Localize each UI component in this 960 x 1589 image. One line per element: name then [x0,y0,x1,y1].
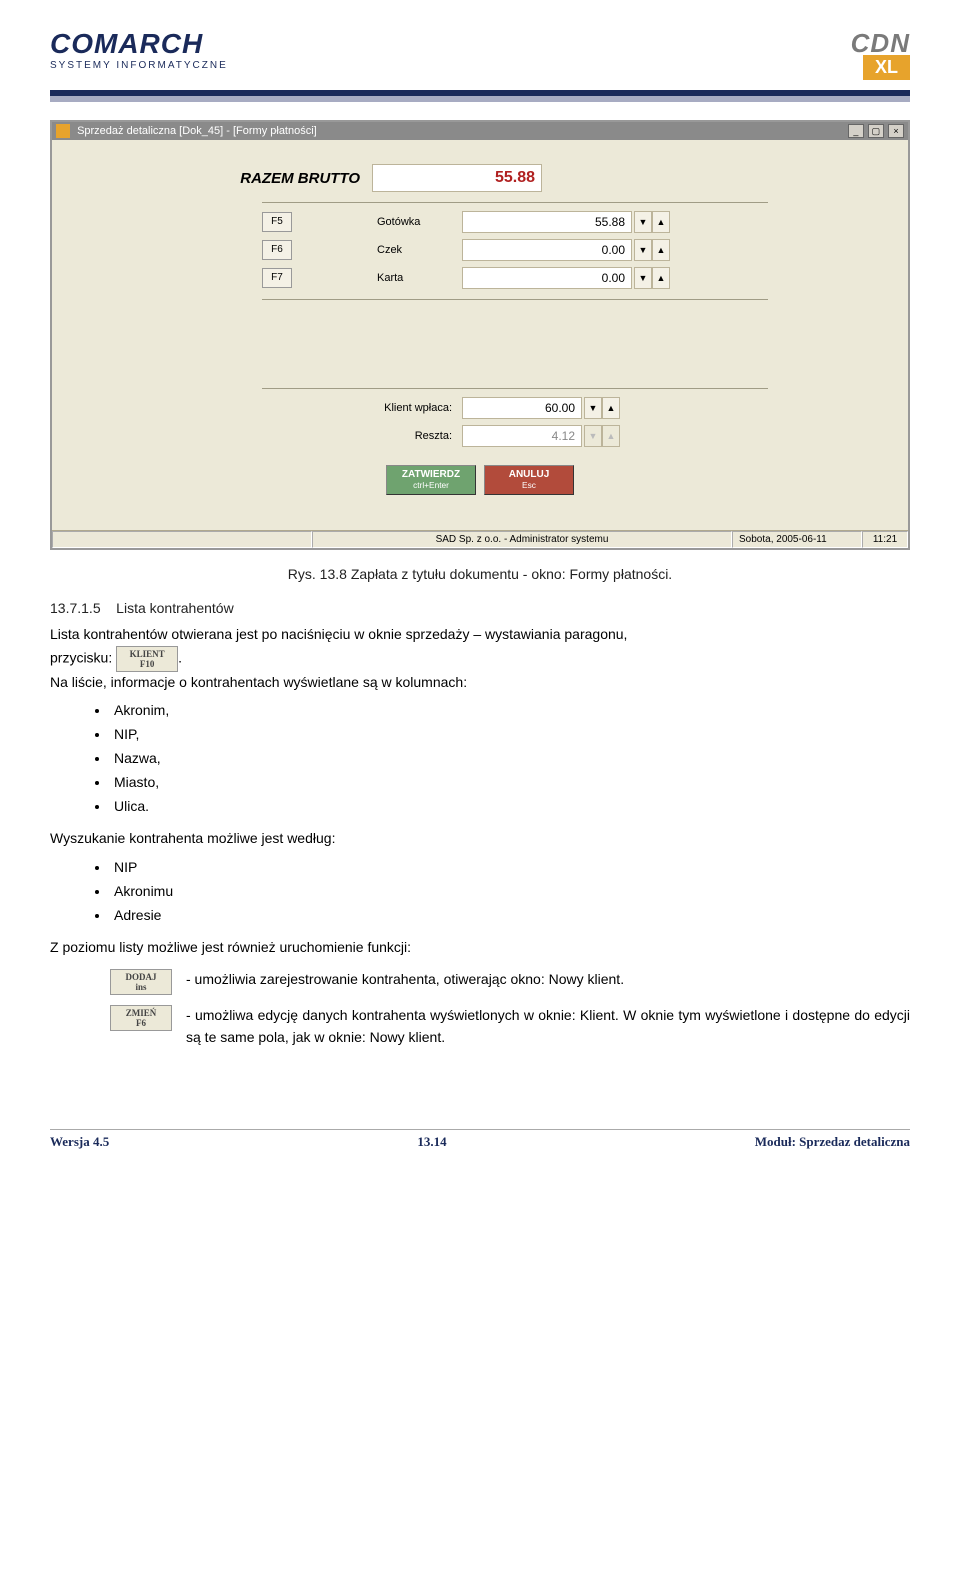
czek-label: Czek [377,244,462,256]
list-item: Ulica. [110,795,910,819]
para-1b: przycisku: KLIENT F10 . [50,646,910,672]
footer-module: Moduł: Sprzedaz detaliczna [755,1134,910,1150]
gotowka-spinner[interactable]: ▼▲ [634,211,670,233]
comarch-tagline: SYSTEMY INFORMATYCZNE [50,60,228,71]
window-title: Sprzedaż detaliczna [Dok_45] - [Formy pł… [77,125,317,137]
klient-wplaca-label: Klient wpłaca: [262,402,462,414]
comarch-name: COMARCH [50,28,228,60]
app-window: Sprzedaż detaliczna [Dok_45] - [Formy pł… [50,120,910,550]
list-item: Nazwa, [110,747,910,771]
section-number: 13.7.1.5 [50,600,101,616]
list-item: Akronim, [110,699,910,723]
zmien-line1: ZMIEŃ [126,1008,157,1018]
minimize-button[interactable]: _ [848,124,864,138]
list-item: NIP, [110,723,910,747]
reszta-spinner: ▼▲ [584,425,620,447]
f7-key-button[interactable]: F7 [262,268,292,288]
status-user: SAD Sp. z o.o. - Administrator systemu [312,531,732,548]
list-item: Akronimu [110,880,910,904]
para-3: Wyszukanie kontrahenta możliwe jest wedł… [50,828,910,850]
window-titlebar: Sprzedaż detaliczna [Dok_45] - [Formy pł… [52,122,908,140]
para-2: Na liście, informacje o kontrahentach wy… [50,672,910,694]
klient-wplaca-input[interactable]: 60.00 [462,397,582,419]
karta-label: Karta [377,272,462,284]
zatwierdz-button[interactable]: ZATWIERDZ ctrl+Enter [386,465,476,495]
window-buttons: _ ▢ × [847,124,904,138]
columns-list: Akronim, NIP, Nazwa, Miasto, Ulica. [110,699,910,818]
para-4: Z poziomu listy możliwe jest również uru… [50,937,910,959]
list-item: Adresie [110,904,910,928]
logo-comarch: COMARCH SYSTEMY INFORMATYCZNE [50,28,228,71]
section-title: Lista kontrahentów [116,600,234,616]
maximize-button[interactable]: ▢ [868,124,884,138]
section-heading: 13.7.1.5 Lista kontrahentów [50,600,910,616]
para-1a: Lista kontrahentów otwierana jest po nac… [50,624,910,646]
zmien-line2: F6 [136,1018,146,1028]
page-footer: Wersja 4.5 13.14 Moduł: Sprzedaz detalic… [50,1129,910,1150]
f5-key-button[interactable]: F5 [262,212,292,232]
zatwierdz-shortcut: ctrl+Enter [387,480,475,491]
karta-spinner[interactable]: ▼▲ [634,267,670,289]
footer-page: 13.14 [109,1134,755,1150]
footer-version: Wersja 4.5 [50,1134,109,1150]
divider-3 [262,388,768,389]
zmien-button[interactable]: ZMIEŃ F6 [110,1005,172,1031]
status-date: Sobota, 2005-06-11 [732,531,862,548]
figure-caption: Rys. 13.8 Zapłata z tytułu dokumentu - o… [50,566,910,582]
list-item: Miasto, [110,771,910,795]
page-header: COMARCH SYSTEMY INFORMATYCZNE CDN XL [50,28,910,80]
anuluj-shortcut: Esc [485,480,573,491]
divider-2 [262,299,768,300]
search-list: NIP Akronimu Adresie [110,856,910,927]
dodaj-text: - umożliwia zarejestrowanie kontrahenta,… [186,969,910,991]
para-1b-prefix: przycisku: [50,649,116,665]
dodaj-line2: ins [135,982,146,992]
zmien-text: - umożliwa edycję danych kontrahenta wyś… [186,1005,910,1048]
karta-input[interactable]: 0.00 [462,267,632,289]
dodaj-line1: DODAJ [126,972,157,982]
zatwierdz-label: ZATWIERDZ [402,469,460,480]
anuluj-button[interactable]: ANULUJ Esc [484,465,574,495]
reszta-value: 4.12 [462,425,582,447]
czek-input[interactable]: 0.00 [462,239,632,261]
razem-brutto-value: 55.88 [372,164,542,192]
reszta-label: Reszta: [262,430,462,442]
list-item: NIP [110,856,910,880]
logo-cdnxl: CDN XL [851,28,910,80]
gotowka-input[interactable]: 55.88 [462,211,632,233]
klient-btn-line1: KLIENT [130,649,165,659]
xl-badge: XL [863,55,910,80]
close-button[interactable]: × [888,124,904,138]
divider-1 [262,202,768,203]
anuluj-label: ANULUJ [509,469,550,480]
klient-btn-line2: F10 [140,659,155,669]
header-rule-light [50,96,910,102]
app-icon [56,124,70,138]
klient-f10-button[interactable]: KLIENT F10 [116,646,178,672]
wplaca-spinner[interactable]: ▼▲ [584,397,620,419]
status-bar: SAD Sp. z o.o. - Administrator systemu S… [52,530,908,548]
f6-key-button[interactable]: F6 [262,240,292,260]
czek-spinner[interactable]: ▼▲ [634,239,670,261]
razem-brutto-label: RAZEM BRUTTO [152,170,372,187]
dodaj-button[interactable]: DODAJ ins [110,969,172,995]
status-time: 11:21 [862,531,908,548]
gotowka-label: Gotówka [377,216,462,228]
